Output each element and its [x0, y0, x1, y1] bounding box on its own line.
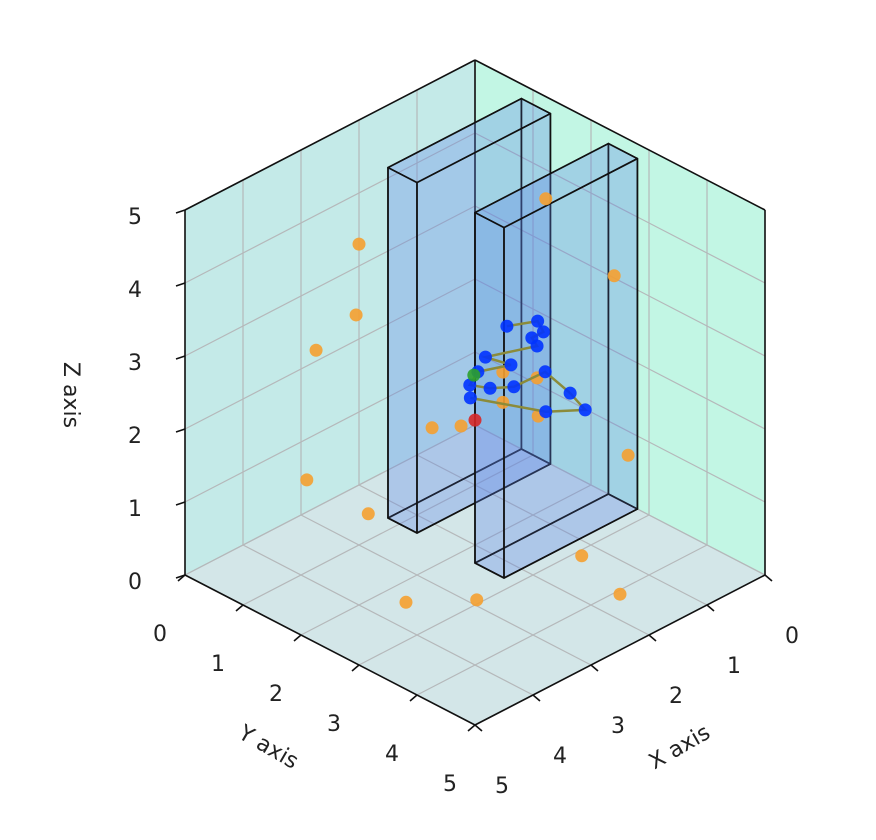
- point: [361, 507, 375, 521]
- y-tick: [177, 574, 186, 582]
- point: [300, 473, 314, 487]
- point: [539, 405, 553, 419]
- grid-line: [184, 424, 476, 576]
- y-axis: [184, 574, 476, 726]
- y-tick-label: 2: [269, 682, 283, 707]
- grid-line: [300, 514, 592, 666]
- obstacle-box: [474, 142, 639, 229]
- grid-line: [416, 454, 708, 606]
- point: [500, 319, 514, 333]
- point: [425, 421, 439, 435]
- z-tick: [175, 428, 186, 433]
- right-pane: [475, 60, 765, 575]
- point: [454, 419, 468, 433]
- y-tick: [293, 634, 302, 642]
- x-tick-label: 3: [611, 714, 625, 739]
- point: [531, 314, 545, 328]
- grid-line: [474, 278, 766, 430]
- x-tick-label: 0: [785, 624, 799, 649]
- x-tick: [648, 634, 657, 642]
- pane-edge: [184, 59, 476, 211]
- y-tick-label: 1: [211, 652, 225, 677]
- grid-line: [474, 205, 766, 357]
- point: [468, 413, 482, 427]
- point: [536, 325, 550, 339]
- obstacle-box: [387, 166, 418, 534]
- z-tick-label: 3: [128, 351, 142, 376]
- point: [538, 365, 552, 379]
- y-tick-label: 5: [443, 772, 457, 797]
- point: [504, 358, 518, 372]
- y-tick: [235, 604, 244, 612]
- point: [507, 380, 521, 394]
- left-pane: [185, 60, 475, 575]
- grid-line: [242, 454, 534, 606]
- y-tick-label: 3: [327, 712, 341, 737]
- point: [467, 368, 481, 382]
- point: [470, 593, 484, 607]
- x-tick-label: 4: [553, 744, 567, 769]
- pane-edge: [474, 59, 766, 211]
- point: [607, 269, 621, 283]
- point: [613, 587, 627, 601]
- point: [463, 391, 477, 405]
- z-tick-label: 1: [128, 497, 142, 522]
- point: [483, 381, 497, 395]
- point: [539, 192, 553, 206]
- z-tick: [175, 209, 186, 214]
- grid-line: [416, 544, 708, 696]
- grid-line: [242, 544, 534, 696]
- grid-line: [474, 351, 766, 503]
- x-tick: [532, 694, 541, 702]
- point: [463, 378, 477, 392]
- x-tick: [706, 604, 715, 612]
- grid-line: [184, 205, 476, 357]
- point: [575, 549, 589, 563]
- z-tick: [175, 355, 186, 360]
- x-tick: [474, 724, 483, 732]
- point: [578, 403, 592, 417]
- grid-line: [184, 278, 476, 430]
- x-axis-label: X axis: [645, 720, 715, 775]
- grid-line: [358, 514, 650, 666]
- y-tick-label: 0: [153, 622, 167, 647]
- obstacle-box: [474, 211, 505, 579]
- z-tick: [175, 282, 186, 287]
- grid-line: [300, 484, 592, 636]
- y-tick: [351, 664, 360, 672]
- grid-line: [474, 132, 766, 284]
- z-tick-label: 4: [128, 278, 142, 303]
- y-tick-label: 4: [385, 742, 399, 767]
- x-tick-label: 5: [495, 774, 509, 799]
- point: [349, 308, 363, 322]
- point: [399, 595, 413, 609]
- point: [563, 386, 577, 400]
- x-tick-label: 1: [727, 654, 741, 679]
- x-tick-label: 2: [669, 684, 683, 709]
- z-tick-label: 2: [128, 424, 142, 449]
- point: [478, 350, 492, 364]
- grid-line: [184, 351, 476, 503]
- point: [530, 339, 544, 353]
- x-tick: [764, 574, 773, 582]
- x-tick: [590, 664, 599, 672]
- obstacle-box: [503, 157, 639, 579]
- grid-line: [184, 132, 476, 284]
- z-tick-label: 5: [128, 205, 142, 230]
- y-tick: [467, 724, 476, 732]
- x-axis: [474, 574, 766, 726]
- obstacle-box: [387, 97, 552, 184]
- point: [621, 448, 635, 462]
- z-axis-label: Z axis: [58, 362, 83, 428]
- point: [309, 343, 323, 357]
- z-tick-label: 0: [128, 570, 142, 595]
- y-axis-label: Y axis: [233, 720, 302, 774]
- z-tick: [175, 501, 186, 506]
- point: [352, 237, 366, 251]
- y-tick: [409, 694, 418, 702]
